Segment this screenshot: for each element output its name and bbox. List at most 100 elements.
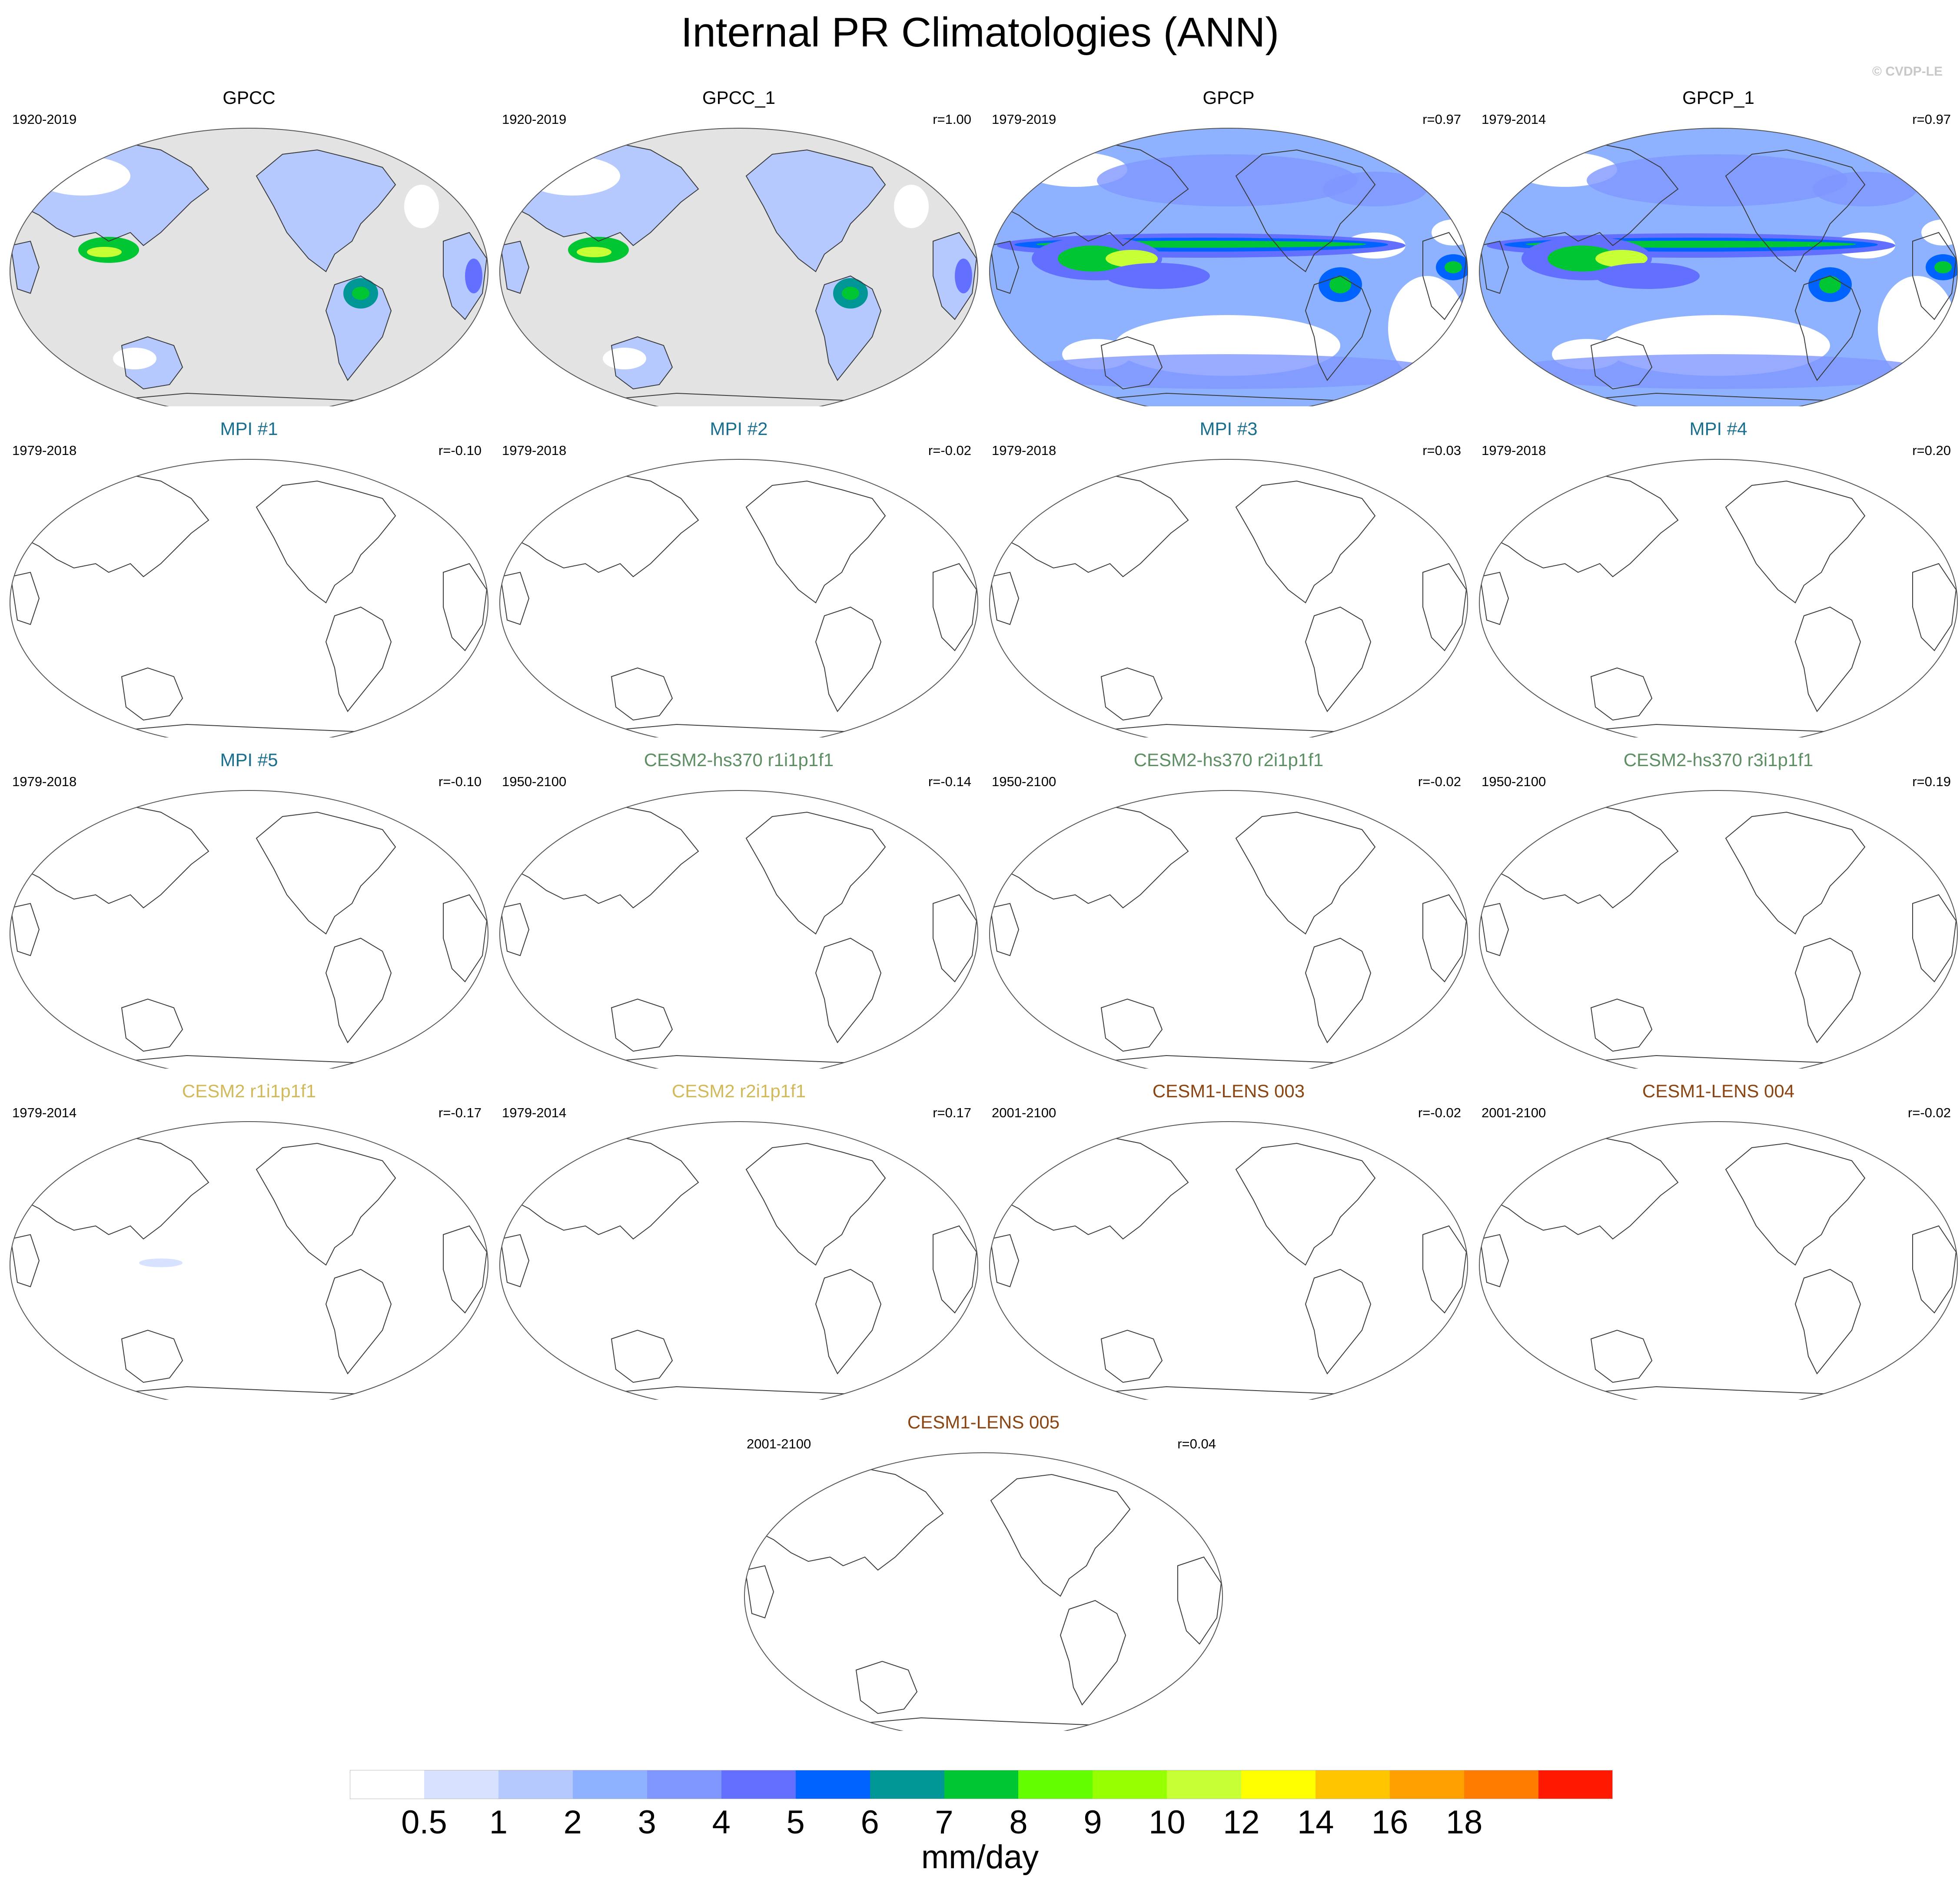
- itcz-band: [1106, 250, 1158, 267]
- wet-region: [842, 287, 859, 300]
- panel-title: CESM1-LENS 005: [907, 1412, 1060, 1432]
- robinson-map: [989, 128, 1468, 406]
- robinson-map: [989, 459, 1468, 737]
- colorbar-swatch: [1093, 1770, 1167, 1799]
- coastline: [1725, 149, 1866, 272]
- map-outline: [744, 1452, 1223, 1731]
- map-background: [500, 128, 978, 406]
- panel-correlation: r=-0.14: [928, 774, 971, 789]
- map-panel: CESM2-hs370 r3i1p1f1 1950-2100 r=0.19: [1474, 747, 1960, 1069]
- storm-track: [1813, 172, 1917, 206]
- storm-track: [1587, 154, 1847, 206]
- coastline: [933, 232, 977, 320]
- map-outline: [1479, 790, 1958, 1069]
- panel-title: CESM2-hs370 r1i1p1f1: [644, 750, 834, 770]
- coastline: [443, 232, 488, 320]
- coastline: [749, 1465, 944, 1571]
- map-outline: [1479, 1121, 1958, 1400]
- colorbar-tick-label: 3: [638, 1804, 656, 1841]
- coastline: [994, 472, 1189, 578]
- map-background: [10, 128, 488, 406]
- coastline: [1235, 811, 1376, 935]
- coastline: [744, 1565, 774, 1619]
- coastline: [504, 1134, 699, 1240]
- panel-correlation: r=0.97: [1422, 112, 1461, 127]
- colorbar-units: mm/day: [921, 1839, 1039, 1876]
- land-precip-field: [746, 150, 885, 272]
- map-panel: MPI #1 1979-2018 r=-0.10: [4, 416, 494, 737]
- coastline: [825, 1717, 1130, 1727]
- coastline: [745, 1142, 886, 1266]
- coastline: [1794, 275, 1861, 381]
- coastline: [10, 240, 40, 294]
- coastline: [990, 1474, 1131, 1597]
- coastline: [1912, 1225, 1957, 1314]
- panel-title: MPI #5: [220, 750, 278, 770]
- coastline: [745, 149, 886, 272]
- robinson-map: [10, 128, 488, 406]
- map-background: [1479, 790, 1957, 1069]
- panel-title: GPCP_1: [1682, 87, 1754, 108]
- panel-title: GPCC: [223, 87, 276, 108]
- coastline: [1479, 1234, 1509, 1288]
- itcz-band: [1445, 261, 1462, 273]
- panel-years: 1979-2018: [502, 443, 567, 458]
- map-outline: [10, 790, 488, 1069]
- coastline: [1590, 667, 1653, 721]
- map-outline: [989, 1121, 1468, 1400]
- coastline: [611, 998, 673, 1052]
- coastline: [990, 571, 1020, 625]
- robinson-map: [1479, 790, 1958, 1069]
- colorbar-frame: [350, 1770, 1613, 1799]
- coastline: [1177, 1556, 1222, 1645]
- map-background: [1479, 459, 1957, 737]
- panel-years: 1920-2019: [12, 112, 77, 127]
- panel-years: 1979-2018: [12, 774, 77, 789]
- coastline: [1484, 140, 1679, 246]
- precip-anomaly-patch: [139, 1258, 183, 1267]
- coastline: [500, 903, 530, 956]
- coastline: [121, 667, 183, 721]
- map-background: [10, 1122, 488, 1400]
- map-panel: MPI #3 1979-2018 r=0.03: [984, 416, 1473, 737]
- coastline: [581, 1386, 886, 1396]
- colorbar-tick-label: 7: [935, 1804, 953, 1841]
- panel-years: 1950-2100: [502, 774, 567, 789]
- map-background: [500, 1122, 978, 1400]
- wet-region: [577, 247, 611, 257]
- coastline: [325, 275, 392, 381]
- coastline: [1235, 1142, 1376, 1266]
- panel-years: 1979-2014: [502, 1105, 567, 1120]
- map-panel: CESM2 r2i1p1f1 1979-2014 r=0.17: [494, 1078, 983, 1400]
- colorbar-tick-label: 1: [489, 1804, 508, 1841]
- panel-correlation: r=0.97: [1912, 112, 1951, 127]
- map-panel: CESM2 r1i1p1f1 1979-2014 r=-0.17: [4, 1078, 494, 1400]
- coastline: [1912, 232, 1957, 320]
- robinson-map: [499, 128, 978, 406]
- colorbar-swatch: [1167, 1770, 1242, 1799]
- map-outline: [499, 790, 978, 1069]
- land-precip-field: [501, 241, 529, 293]
- coastline: [1560, 724, 1865, 734]
- map-panel: CESM1-LENS 005 2001-2100 r=0.04: [739, 1409, 1228, 1731]
- coastline: [504, 140, 699, 246]
- coastline: [14, 1134, 209, 1240]
- itcz-band: [1934, 261, 1952, 273]
- panel-correlation: r=0.04: [1177, 1436, 1216, 1451]
- coastline: [1479, 240, 1509, 294]
- panel-years: 1979-2019: [992, 112, 1056, 127]
- colorbar-swatch: [572, 1770, 648, 1799]
- coastline: [121, 1329, 183, 1383]
- map-background: [990, 459, 1468, 737]
- coastline: [1305, 1268, 1372, 1375]
- wet-region: [352, 287, 369, 300]
- panel-title: CESM2-hs370 r3i1p1f1: [1623, 750, 1814, 770]
- colorbar-swatch: [1018, 1770, 1093, 1799]
- dry-region: [113, 348, 156, 369]
- itcz-band: [1106, 263, 1210, 289]
- panel-correlation: r=-0.02: [1418, 774, 1461, 789]
- coastline: [1100, 667, 1163, 721]
- coastline: [325, 1268, 392, 1375]
- robinson-map: [1479, 1121, 1958, 1400]
- robinson-map: [1479, 459, 1958, 737]
